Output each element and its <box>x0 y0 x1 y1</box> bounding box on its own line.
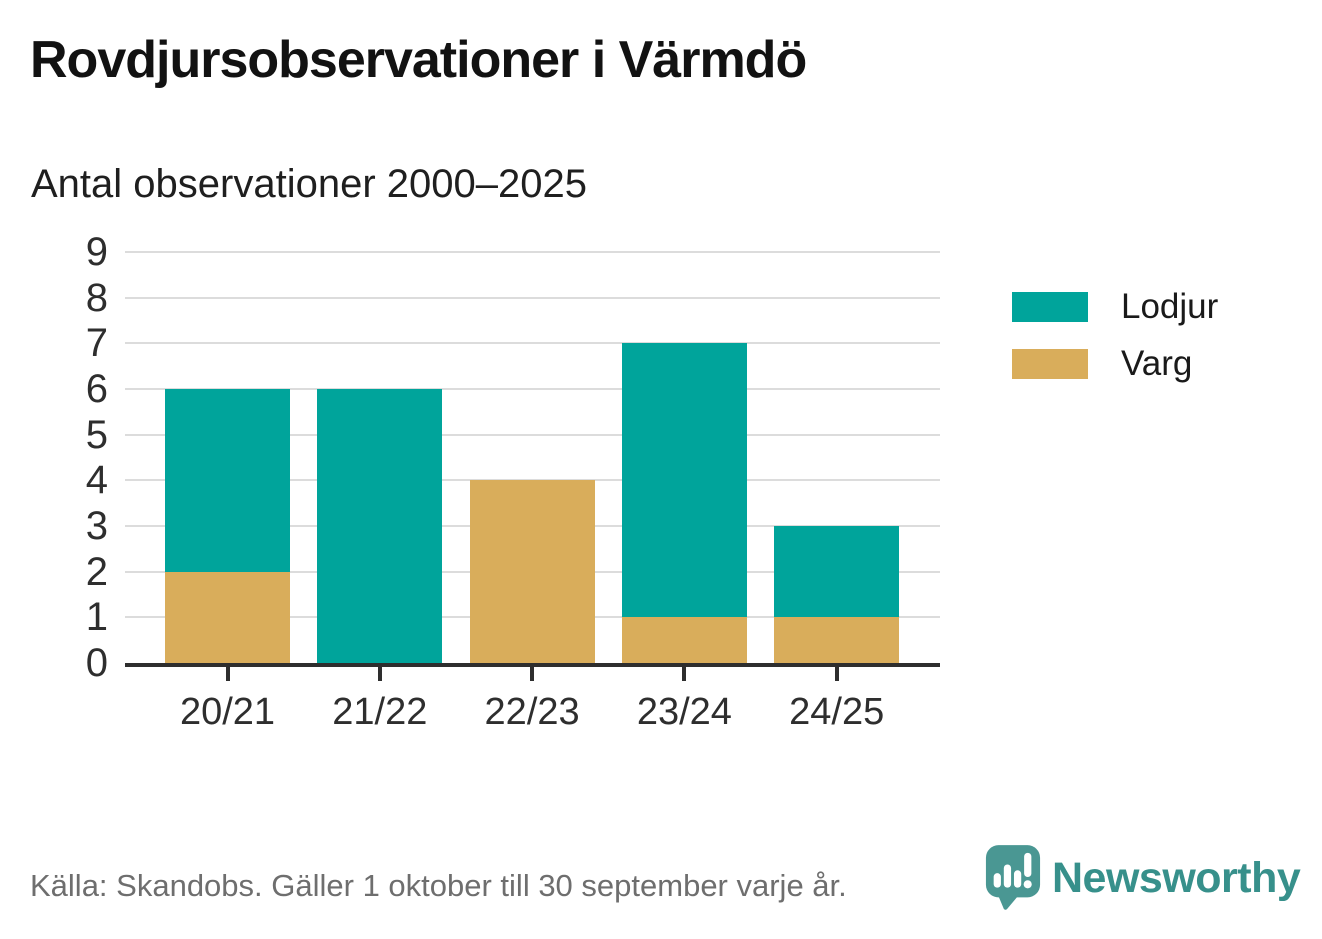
gridline <box>125 433 940 436</box>
gridline <box>125 342 940 345</box>
legend-label-lodjur: Lodjur <box>1121 287 1219 326</box>
chart-title: Rovdjursobservationer i Värmdö <box>30 31 807 89</box>
legend-item-varg: Varg <box>1012 344 1218 383</box>
x-axis-tick-label: 20/21 <box>179 691 276 733</box>
newsworthy-brand: Newsworthy <box>984 844 1301 912</box>
y-axis-tick-label: 4 <box>85 458 108 503</box>
legend-item-lodjur: Lodjur <box>1012 287 1218 326</box>
x-axis-line <box>125 663 940 667</box>
gridline <box>125 251 940 253</box>
legend-swatch-lodjur <box>1012 292 1088 322</box>
legend-swatch-varg <box>1012 349 1088 379</box>
y-axis-tick-label: 2 <box>85 549 108 594</box>
y-axis-tick-label: 6 <box>85 367 108 411</box>
y-axis-tick-label: 3 <box>85 504 108 548</box>
bar-segment-varg <box>621 617 747 663</box>
y-axis-tick-label: 7 <box>85 321 108 366</box>
x-axis-tick-label: 21/22 <box>332 691 428 733</box>
bar-segment-lodjur <box>774 526 900 618</box>
bar-segment-varg <box>469 480 595 663</box>
bar-segment-lodjur <box>621 343 747 618</box>
y-axis-tick-label: 0 <box>85 641 108 685</box>
x-axis-tick-label: 22/23 <box>484 691 580 733</box>
x-axis-tick-label: 23/24 <box>636 691 732 733</box>
y-axis-tick-label: 8 <box>85 275 108 320</box>
chart-subtitle: Antal observationer 2000–2025 <box>31 162 587 206</box>
newsworthy-brand-text: Newsworthy <box>1052 853 1301 902</box>
gridline <box>125 296 940 299</box>
gridline <box>125 388 940 390</box>
y-axis-tick-label: 5 <box>85 412 108 457</box>
x-axis-tick <box>377 667 382 681</box>
newsworthy-logo-icon <box>985 845 1041 910</box>
x-axis-tick <box>530 667 535 681</box>
y-axis-tick-label: 1 <box>85 595 108 640</box>
bar-segment-varg <box>774 617 900 663</box>
x-axis-tick-label: 24/25 <box>789 691 885 733</box>
bar-segment-lodjur <box>165 389 290 572</box>
chart-legend: Lodjur Varg <box>1012 287 1218 406</box>
source-note: Källa: Skandobs. Gäller 1 oktober till 3… <box>30 868 847 903</box>
bar-segment-lodjur <box>317 389 443 663</box>
y-axis-tick-label: 9 <box>85 230 108 274</box>
x-axis-tick <box>682 667 687 681</box>
bar-segment-varg <box>165 571 290 663</box>
x-axis-tick <box>834 667 839 681</box>
legend-label-varg: Varg <box>1121 344 1193 383</box>
x-axis-tick <box>225 667 230 681</box>
